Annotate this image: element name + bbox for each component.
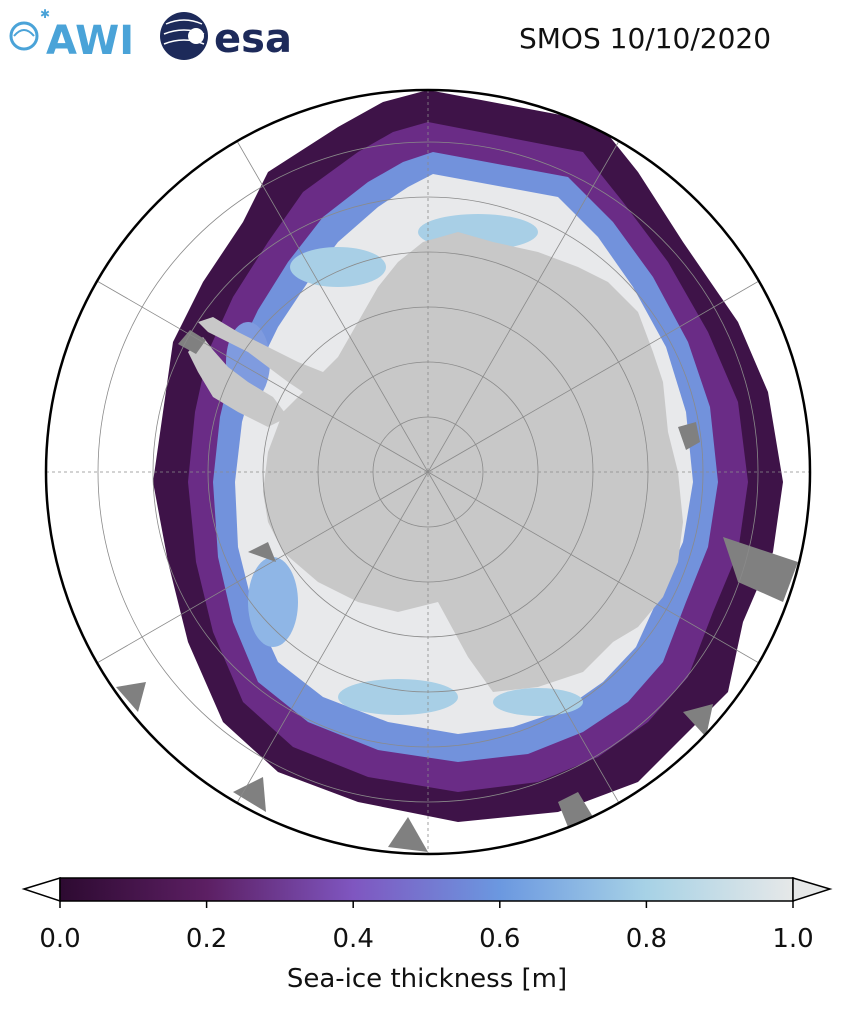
colorbar-tick-5: 1.0 [772, 924, 814, 954]
colorbar-tick-0: 0.0 [39, 924, 81, 954]
logos: ✱ AWI esa [9, 7, 292, 64]
graticule [46, 90, 810, 854]
colorbar-gradient [59, 877, 794, 902]
colorbar-extend-low [21, 876, 61, 903]
colorbar-tick-2: 0.4 [332, 924, 374, 954]
antarctic-peninsula [188, 337, 288, 427]
svg-text:AWI: AWI [46, 18, 134, 64]
awi-logo: ✱ AWI [9, 7, 134, 64]
colorbar-extend-high [792, 876, 833, 903]
esa-logo: esa [160, 12, 292, 62]
ice-shelves [116, 330, 798, 852]
svg-text:esa: esa [214, 16, 292, 62]
map-boundary [44, 88, 812, 856]
colorbar-label: Sea-ice thickness [m] [286, 964, 568, 994]
svg-text:✱: ✱ [40, 7, 50, 21]
colorbar-tick-1: 0.2 [185, 924, 228, 954]
polar-map [44, 88, 812, 856]
map-title: SMOS 10/10/2020 [519, 22, 772, 55]
colorbar-tick-3: 0.6 [479, 924, 521, 954]
colorbar [21, 876, 833, 908]
antarctica-land [198, 232, 683, 692]
colorbar-tick-4: 0.8 [625, 924, 668, 954]
